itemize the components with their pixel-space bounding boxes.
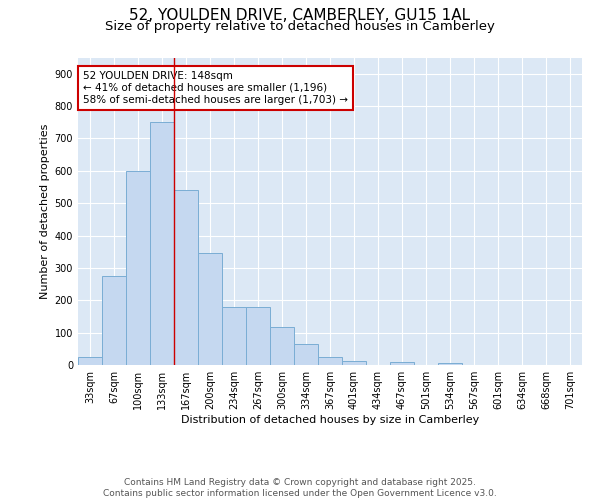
Bar (126, 171, 150, 365)
Y-axis label: Number of detached properties: Number of detached properties (40, 124, 50, 299)
Bar (174, 190, 198, 365)
Bar (150, 122, 174, 365)
Bar (102, 276, 126, 365)
Bar (318, 357, 342, 365)
Bar (390, 362, 414, 365)
Bar (222, 308, 246, 365)
Bar (438, 364, 462, 365)
Text: Contains HM Land Registry data © Crown copyright and database right 2025.
Contai: Contains HM Land Registry data © Crown c… (103, 478, 497, 498)
Text: Size of property relative to detached houses in Camberley: Size of property relative to detached ho… (105, 20, 495, 33)
Bar (246, 308, 270, 365)
Bar (342, 361, 366, 365)
Bar (198, 254, 222, 365)
Bar (78, 357, 102, 365)
Text: 52, YOULDEN DRIVE, CAMBERLEY, GU15 1AL: 52, YOULDEN DRIVE, CAMBERLEY, GU15 1AL (130, 8, 470, 22)
Bar (294, 344, 318, 365)
X-axis label: Distribution of detached houses by size in Camberley: Distribution of detached houses by size … (181, 415, 479, 425)
Text: 52 YOULDEN DRIVE: 148sqm
← 41% of detached houses are smaller (1,196)
58% of sem: 52 YOULDEN DRIVE: 148sqm ← 41% of detach… (83, 72, 348, 104)
Bar (270, 327, 294, 365)
